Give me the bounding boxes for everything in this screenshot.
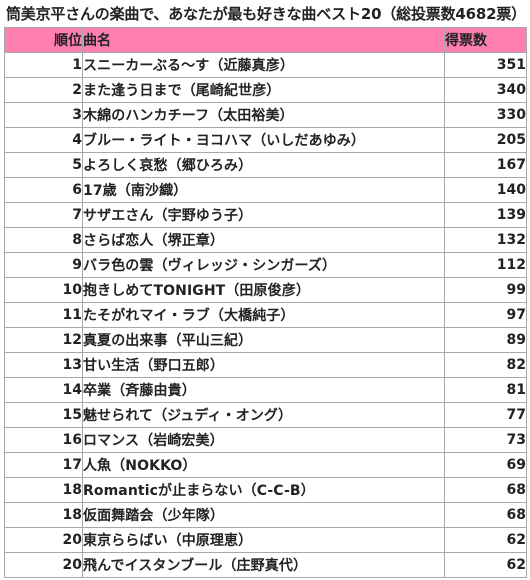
song-cell: バラ色の雲（ヴィレッジ・シンガーズ） — [82, 252, 445, 278]
votes-cell: 351 — [444, 52, 527, 78]
rank-cell: 3 — [4, 102, 83, 128]
table-row: 8 さらば恋人（堺正章） 132 — [4, 227, 527, 253]
song-cell: 仮面舞踏会（少年隊） — [82, 502, 445, 528]
song-cell: 木綿のハンカチーフ（太田裕美） — [82, 102, 445, 128]
votes-cell: 89 — [444, 327, 527, 353]
votes-cell: 69 — [444, 452, 527, 478]
rank-cell: 20 — [4, 552, 83, 578]
table-row: 18 仮面舞踏会（少年隊） 68 — [4, 502, 527, 528]
votes-cell: 167 — [444, 152, 527, 178]
rank-cell: 1 — [4, 52, 83, 78]
table-row: 7 サザエさん（宇野ゆう子） 139 — [4, 202, 527, 228]
rank-cell: 18 — [4, 477, 83, 503]
table-row: 1 スニーカーぶる～す（近藤真彦） 351 — [4, 52, 527, 78]
rank-cell: 7 — [4, 202, 83, 228]
table-row: 20 東京ららばい（中原理恵） 62 — [4, 527, 527, 553]
table-row: 12 真夏の出来事（平山三紀） 89 — [4, 327, 527, 353]
votes-cell: 68 — [444, 477, 527, 503]
rank-cell: 15 — [4, 402, 83, 428]
song-cell: ロマンス（岩崎宏美） — [82, 427, 445, 453]
votes-cell: 340 — [444, 77, 527, 103]
rank-cell: 5 — [4, 152, 83, 178]
song-cell: 17歳（南沙織） — [82, 177, 445, 203]
song-cell: スニーカーぶる～す（近藤真彦） — [82, 52, 445, 78]
song-cell: さらば恋人（堺正章） — [82, 227, 445, 253]
rank-cell: 9 — [4, 252, 83, 278]
song-cell: また逢う日まで（尾崎紀世彦） — [82, 77, 445, 103]
song-cell: よろしく哀愁（郷ひろみ） — [82, 152, 445, 178]
ranking-table: 順位 曲名 得票数 1 スニーカーぶる～す（近藤真彦） 351 2 また逢う日まで（尾崎… — [4, 27, 527, 578]
rank-cell: 11 — [4, 302, 83, 328]
song-cell: 抱きしめてTONIGHT（田原俊彦） — [82, 277, 445, 303]
table-row: 9 バラ色の雲（ヴィレッジ・シンガーズ） 112 — [4, 252, 527, 278]
table-row: 16 ロマンス（岩崎宏美） 73 — [4, 427, 527, 453]
song-cell: 卒業（斉藤由貴） — [82, 377, 445, 403]
rank-cell: 13 — [4, 352, 83, 378]
votes-cell: 73 — [444, 427, 527, 453]
song-cell: ブルー・ライト・ヨコハマ（いしだあゆみ） — [82, 127, 445, 153]
table-row: 2 また逢う日まで（尾崎紀世彦） 340 — [4, 77, 527, 103]
header-votes: 得票数 — [444, 27, 527, 53]
rank-cell: 18 — [4, 502, 83, 528]
table-row: 20 飛んでイスタンブール（庄野真代） 62 — [4, 552, 527, 578]
table-row: 6 17歳（南沙織） 140 — [4, 177, 527, 203]
votes-cell: 77 — [444, 402, 527, 428]
rank-cell: 4 — [4, 127, 83, 153]
table-row: 5 よろしく哀愁（郷ひろみ） 167 — [4, 152, 527, 178]
table-body: 1 スニーカーぶる～す（近藤真彦） 351 2 また逢う日まで（尾崎紀世彦） 340 3 木綿… — [4, 52, 527, 578]
table-row: 11 たそがれマイ・ラブ（大橋純子） 97 — [4, 302, 527, 328]
rank-cell: 10 — [4, 277, 83, 303]
song-cell: 魅せられて（ジュディ・オング） — [82, 402, 445, 428]
votes-cell: 68 — [444, 502, 527, 528]
table-row: 3 木綿のハンカチーフ（太田裕美） 330 — [4, 102, 527, 128]
votes-cell: 62 — [444, 552, 527, 578]
table-header-row: 順位 曲名 得票数 — [4, 27, 527, 53]
table-row: 18 Romanticが止まらない（C-C-B） 68 — [4, 477, 527, 503]
song-cell: サザエさん（宇野ゆう子） — [82, 202, 445, 228]
votes-cell: 132 — [444, 227, 527, 253]
rank-cell: 6 — [4, 177, 83, 203]
song-cell: 東京ららばい（中原理恵） — [82, 527, 445, 553]
song-cell: 甘い生活（野口五郎） — [82, 352, 445, 378]
votes-cell: 139 — [444, 202, 527, 228]
table-row: 13 甘い生活（野口五郎） 82 — [4, 352, 527, 378]
table-row: 17 人魚（NOKKO） 69 — [4, 452, 527, 478]
votes-cell: 81 — [444, 377, 527, 403]
votes-cell: 82 — [444, 352, 527, 378]
header-rank: 順位 — [4, 27, 83, 53]
rank-cell: 2 — [4, 77, 83, 103]
votes-cell: 99 — [444, 277, 527, 303]
votes-cell: 62 — [444, 527, 527, 553]
table-row: 15 魅せられて（ジュディ・オング） 77 — [4, 402, 527, 428]
song-cell: 飛んでイスタンブール（庄野真代） — [82, 552, 445, 578]
votes-cell: 330 — [444, 102, 527, 128]
table-row: 4 ブルー・ライト・ヨコハマ（いしだあゆみ） 205 — [4, 127, 527, 153]
rank-cell: 17 — [4, 452, 83, 478]
votes-cell: 205 — [444, 127, 527, 153]
votes-cell: 97 — [444, 302, 527, 328]
votes-cell: 140 — [444, 177, 527, 203]
header-song: 曲名 — [82, 27, 445, 53]
song-cell: 真夏の出来事（平山三紀） — [82, 327, 445, 353]
votes-cell: 112 — [444, 252, 527, 278]
table-row: 14 卒業（斉藤由貴） 81 — [4, 377, 527, 403]
page-title: 筒美京平さんの楽曲で、あなたが最も好きな曲ベスト20（総投票数4682票） — [6, 5, 526, 23]
song-cell: たそがれマイ・ラブ（大橋純子） — [82, 302, 445, 328]
rank-cell: 12 — [4, 327, 83, 353]
song-cell: 人魚（NOKKO） — [82, 452, 445, 478]
rank-cell: 14 — [4, 377, 83, 403]
rank-cell: 8 — [4, 227, 83, 253]
song-cell: Romanticが止まらない（C-C-B） — [82, 477, 445, 503]
rank-cell: 16 — [4, 427, 83, 453]
table-row: 10 抱きしめてTONIGHT（田原俊彦） 99 — [4, 277, 527, 303]
rank-cell: 20 — [4, 527, 83, 553]
